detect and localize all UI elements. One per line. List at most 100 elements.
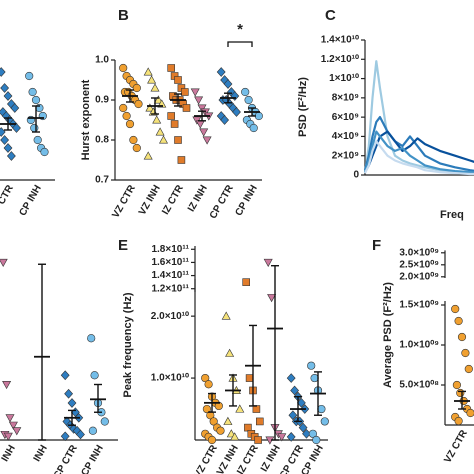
data-point	[174, 76, 182, 84]
y-tick-label: 1.2×10¹¹	[151, 283, 189, 294]
y-tick-label: 0	[353, 170, 359, 181]
data-point	[88, 426, 97, 435]
data-point	[12, 427, 22, 436]
data-point	[242, 278, 250, 286]
data-point	[288, 410, 298, 421]
y-tick-label: 0.8	[95, 135, 109, 146]
data-point	[12, 123, 21, 133]
x-tick-label: CP INH	[233, 183, 259, 218]
data-point	[317, 404, 326, 414]
x-tick-label: IZ CTR	[160, 183, 186, 217]
data-point	[147, 75, 157, 84]
panel-label: E	[118, 237, 128, 254]
y-tick-label: 6×10⁹	[332, 112, 360, 123]
psd-line	[363, 116, 474, 172]
data-point	[170, 120, 179, 128]
data-point	[298, 422, 308, 433]
y-tick-label: 0.9	[95, 95, 109, 106]
data-point	[454, 416, 463, 426]
data-point	[263, 258, 273, 268]
data-point	[6, 151, 16, 161]
data-point	[167, 64, 175, 72]
y-tick-label: 1.6×10¹¹	[151, 257, 189, 268]
y-tick-label: 1.0	[95, 55, 109, 66]
y-tick-label: 8×10⁹	[332, 92, 360, 103]
data-point	[145, 103, 155, 112]
data-point	[158, 135, 169, 144]
data-point	[25, 71, 34, 81]
data-point	[461, 348, 470, 358]
data-point	[8, 421, 18, 430]
data-point	[221, 311, 231, 320]
y-axis-label: PSD (F²/Hz)	[297, 77, 309, 137]
data-point	[286, 432, 296, 442]
data-point	[235, 404, 245, 413]
data-point	[167, 112, 175, 120]
data-point	[153, 95, 163, 104]
x-tick-label: VZ CTR	[442, 428, 470, 465]
data-point	[290, 385, 300, 396]
y-axis-label: Hurst exponent	[80, 79, 92, 160]
data-point	[132, 83, 141, 93]
data-point	[223, 416, 233, 425]
data-point	[254, 436, 262, 444]
y-tick-label: 2.0×10⁰⁹	[399, 271, 439, 282]
data-point	[0, 83, 10, 93]
data-point	[76, 429, 85, 440]
x-axis-label: Freq	[440, 209, 464, 221]
y-tick-label: 1.4×10¹¹	[151, 270, 189, 281]
data-point	[5, 414, 15, 423]
data-point	[466, 408, 474, 418]
data-point	[202, 404, 211, 414]
data-point	[464, 364, 473, 374]
significance-bracket	[227, 41, 253, 47]
data-point	[452, 380, 462, 390]
data-point	[30, 123, 39, 133]
data-point	[3, 91, 13, 101]
y-tick-label: 1.8×10¹¹	[151, 244, 189, 255]
data-point	[182, 104, 191, 112]
data-point	[119, 63, 128, 73]
x-tick-label: IZ CTR	[235, 443, 261, 474]
data-point	[320, 417, 329, 426]
panel-label: B	[118, 7, 129, 24]
y-tick-label: 1×10¹⁰	[329, 73, 359, 84]
y-tick-label: 2×10⁹	[332, 150, 360, 161]
data-point	[181, 88, 189, 96]
data-point	[143, 67, 153, 76]
data-point	[3, 432, 13, 441]
data-point	[199, 128, 209, 137]
data-point	[201, 373, 210, 383]
y-tick-label: 1.4×10¹⁰	[321, 35, 359, 46]
data-point	[122, 111, 131, 121]
data-point	[0, 135, 10, 145]
data-point	[155, 127, 165, 136]
data-point	[125, 119, 135, 129]
y-tick-label: 0.7	[95, 175, 109, 186]
data-point	[0, 127, 6, 137]
data-point	[10, 103, 20, 113]
data-point	[249, 123, 258, 133]
psd-line	[364, 140, 474, 176]
x-tick-label: VZ INH	[137, 183, 163, 217]
x-tick-label: INH	[0, 443, 18, 463]
data-point	[177, 156, 186, 164]
data-point	[31, 95, 41, 105]
y-axis-label: Peak frequency (Hz)	[122, 292, 134, 397]
data-point	[454, 316, 463, 326]
y-axis-label: Average PSD (F²/Hz)	[382, 282, 394, 388]
y-tick-label: 1.5×10⁰⁹	[399, 300, 439, 311]
y-tick-label: 2.5×10⁰⁹	[399, 259, 439, 270]
x-tick-label: CP CTR	[52, 443, 80, 474]
data-point	[451, 304, 460, 314]
y-tick-label: 5.0×10⁰⁸	[399, 380, 439, 391]
y-tick-label: 1.0×10⁰⁹	[399, 340, 439, 351]
y-tick-label: 3.0×10⁰⁹	[399, 247, 439, 258]
data-point	[195, 120, 205, 129]
data-point	[90, 371, 99, 380]
psd-line	[363, 130, 474, 174]
y-tick-label: 1.2×10¹⁰	[321, 54, 359, 65]
data-point	[308, 429, 318, 438]
data-point	[0, 67, 6, 77]
